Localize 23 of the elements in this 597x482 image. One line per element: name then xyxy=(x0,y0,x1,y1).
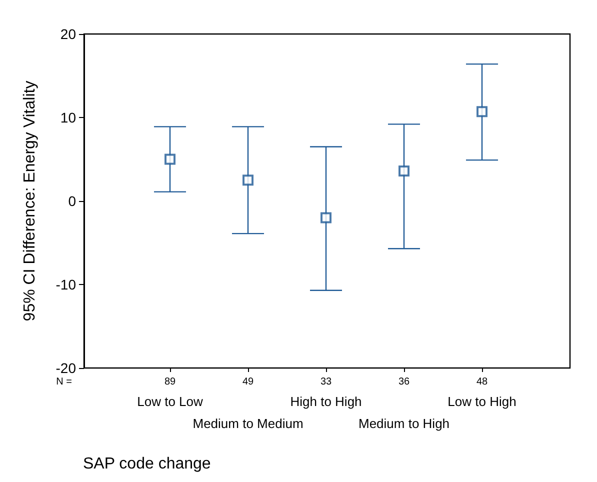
point xyxy=(476,106,488,118)
point xyxy=(320,212,332,224)
y-tick-label: 20 xyxy=(60,26,76,42)
y-tick-label: -10 xyxy=(56,276,76,292)
text: 49 xyxy=(242,376,254,388)
y-tick-label: -20 xyxy=(56,360,76,376)
point xyxy=(164,154,176,165)
x-tick-label: Low to High xyxy=(448,394,516,409)
point xyxy=(398,165,410,176)
y-axis-title: 95% CI Difference: Energy Vitality xyxy=(22,80,38,322)
text: N = xyxy=(56,376,72,388)
text: 33 xyxy=(320,376,332,388)
x-tick-label: Medium to Medium xyxy=(192,416,304,431)
y-tick-label: 10 xyxy=(60,110,76,126)
x-tick-label: High to High xyxy=(290,394,362,409)
y-tick-label: 0 xyxy=(68,193,76,209)
text: 36 xyxy=(398,376,410,388)
x-tick-label: Low to Low xyxy=(137,394,204,409)
text: 48 xyxy=(476,376,488,388)
text: 89 xyxy=(164,376,176,388)
point xyxy=(242,174,254,186)
x-tick-label: Medium to High xyxy=(358,416,450,431)
x-axis-title: SAP code change xyxy=(83,456,211,472)
